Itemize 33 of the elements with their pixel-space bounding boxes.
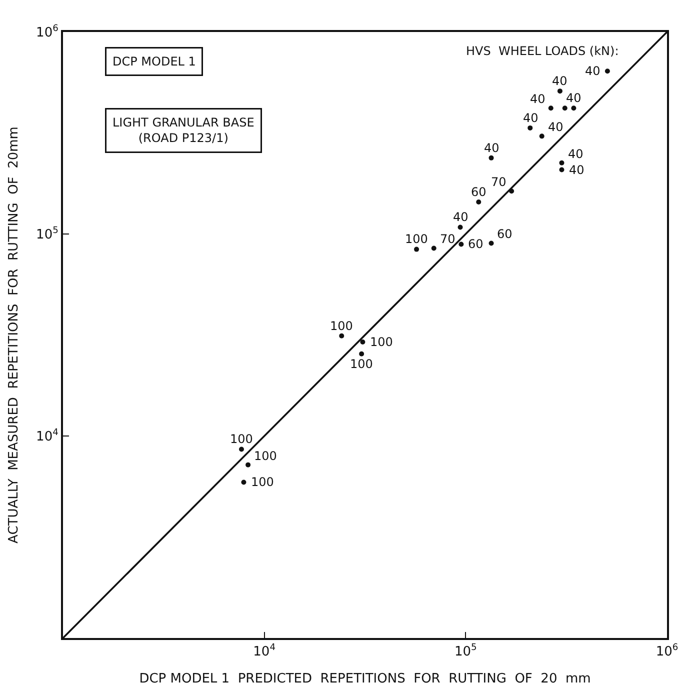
annotation: 60 (471, 185, 486, 199)
x-tick-label: 10$^{5}$ (454, 643, 477, 660)
annotation: 100 (230, 432, 253, 446)
y-tick-label: 10$^{4}$ (36, 428, 59, 445)
annotation: 100 (350, 357, 373, 371)
annotation: 40 (566, 91, 582, 105)
annotation: 100 (370, 335, 393, 349)
y-axis-title: ACTUALLY MEASURED REPETITIONS FOR RUTTING OF 20mm (6, 126, 22, 544)
annotation: 70 (440, 232, 456, 246)
annotation: 70 (491, 175, 506, 189)
y-tick-label: 10$^{6}$ (36, 24, 59, 41)
annotation: 100 (405, 232, 428, 246)
y-tick-label: 10$^{5}$ (36, 226, 58, 243)
x-axis-title: DCP MODEL 1 PREDICTED REPETITIONS FOR RUTTING OF 20 mm (139, 672, 591, 687)
x-tick-label: 10$^{6}$ (656, 643, 678, 660)
annotation: DCP MODEL 1 (112, 54, 196, 68)
annotation: 40 (585, 64, 600, 78)
annotation: 40 (548, 120, 564, 134)
annotation: 40 (552, 74, 568, 88)
annotation: 40 (523, 111, 538, 125)
x-tick-label: 10$^{4}$ (253, 643, 276, 660)
annotation: 60 (497, 227, 512, 241)
annotation: 40 (484, 141, 500, 155)
annotation: 100 (251, 475, 274, 489)
annotation: 40 (453, 210, 468, 224)
annotation: 100 (254, 449, 277, 463)
annotation: 40 (569, 163, 584, 177)
annotation: 100 (330, 319, 353, 333)
annotation: 60 (468, 237, 484, 251)
annotation: HVS WHEEL LOADS (kN): (466, 44, 619, 58)
annotation: 40 (530, 92, 546, 106)
annotation: 40 (568, 147, 584, 161)
annotation: LIGHT GRANULAR BASE (ROAD P123/1) (112, 116, 254, 146)
